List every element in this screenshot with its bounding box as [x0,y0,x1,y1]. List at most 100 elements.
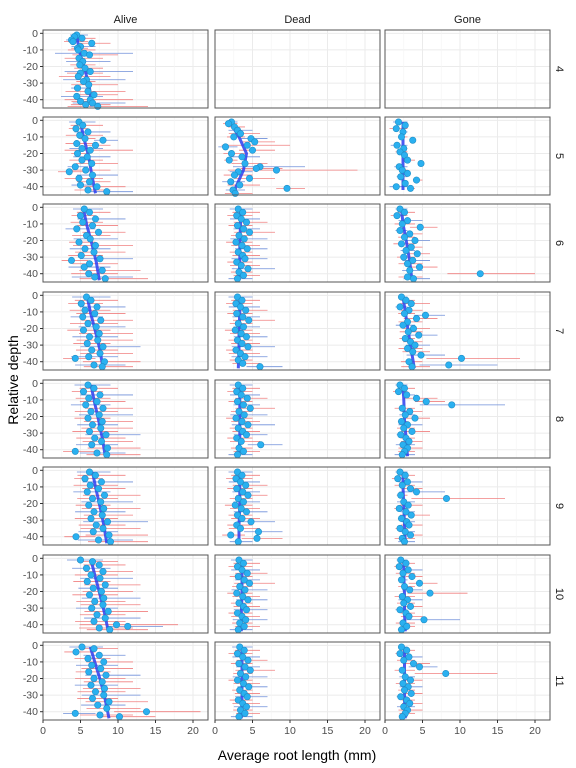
facet-panel: 0 -10 -20 -30 -40 [23,202,209,283]
data-point [99,404,107,412]
data-point [235,408,243,416]
data-point [397,431,405,439]
data-point [240,235,248,243]
data-point [96,391,104,399]
data-point [80,263,88,271]
data-point [232,414,240,422]
data-point [71,163,79,171]
data-point [408,363,416,371]
data-point [406,602,414,610]
y-tick-label: -30 [23,78,38,90]
data-point [82,166,90,174]
data-point [102,671,110,679]
panel-border [42,641,209,721]
data-point [89,99,97,107]
data-point [238,153,246,161]
data-point [247,518,255,526]
data-point [88,441,96,449]
data-point [401,179,409,187]
data-point [237,261,245,269]
facet-panel [384,466,551,546]
data-point [89,421,97,429]
data-point [397,173,405,181]
data-point [243,218,251,226]
data-point [85,353,93,361]
y-tick-label: -40 [23,356,38,368]
data-point [239,653,247,661]
facet-panel [214,554,381,634]
data-point [403,169,411,177]
y-tick-label: -10 [23,131,38,143]
data-point [97,498,105,506]
data-point [86,51,94,59]
y-tick-label: 0 [32,465,38,477]
data-point [94,102,102,110]
data-point [228,150,236,158]
data-point [222,143,230,151]
data-point [409,660,417,668]
data-point [78,145,86,153]
data-point [89,694,97,702]
data-point [71,354,79,362]
data-point [90,675,98,683]
data-point [75,238,83,246]
x-tick-label: 10 [284,725,296,737]
data-point [227,531,235,539]
panel-border [384,203,551,283]
data-point [83,153,91,161]
data-point [233,589,241,597]
data-point [238,514,246,522]
data-point [448,401,456,409]
data-point [93,303,101,311]
data-point [236,583,244,591]
data-point [415,579,423,587]
panel-border [384,641,551,721]
data-point [407,300,415,308]
data-point [98,437,106,445]
panel-border [384,116,551,196]
data-point [403,217,411,225]
data-point [402,246,410,254]
data-point [96,349,104,357]
data-point [78,156,86,164]
panel-background [385,30,550,108]
data-point [98,363,106,371]
data-point [84,186,92,194]
data-point [399,679,407,687]
data-point [89,558,97,566]
data-point [95,329,103,337]
y-tick-label: -30 [23,603,38,615]
data-point [105,698,113,706]
data-point [90,91,98,99]
facet-panel [384,379,551,459]
panel-background [385,117,550,195]
data-point [256,363,264,371]
facet-panel [214,203,381,283]
data-point [415,263,423,271]
data-point [392,125,400,133]
data-point [68,256,76,264]
panel-border [384,379,551,459]
data-point [244,421,252,429]
data-point [400,656,408,664]
data-point [93,449,101,457]
data-point [81,245,89,253]
data-point [89,528,97,536]
data-point [227,178,235,186]
facet-panel: 0 5 10 15 20 [212,641,381,737]
y-tick-label: -20 [23,235,38,247]
data-point [403,391,411,399]
data-point [242,306,250,314]
data-point [240,679,248,687]
data-point [233,485,241,493]
data-point [106,626,114,634]
facet-panel [214,291,381,371]
data-point [76,61,84,69]
data-point [99,343,107,351]
data-point [442,670,450,678]
data-point [104,444,112,452]
data-point [255,528,263,536]
data-point [77,181,85,189]
data-point [401,121,409,129]
